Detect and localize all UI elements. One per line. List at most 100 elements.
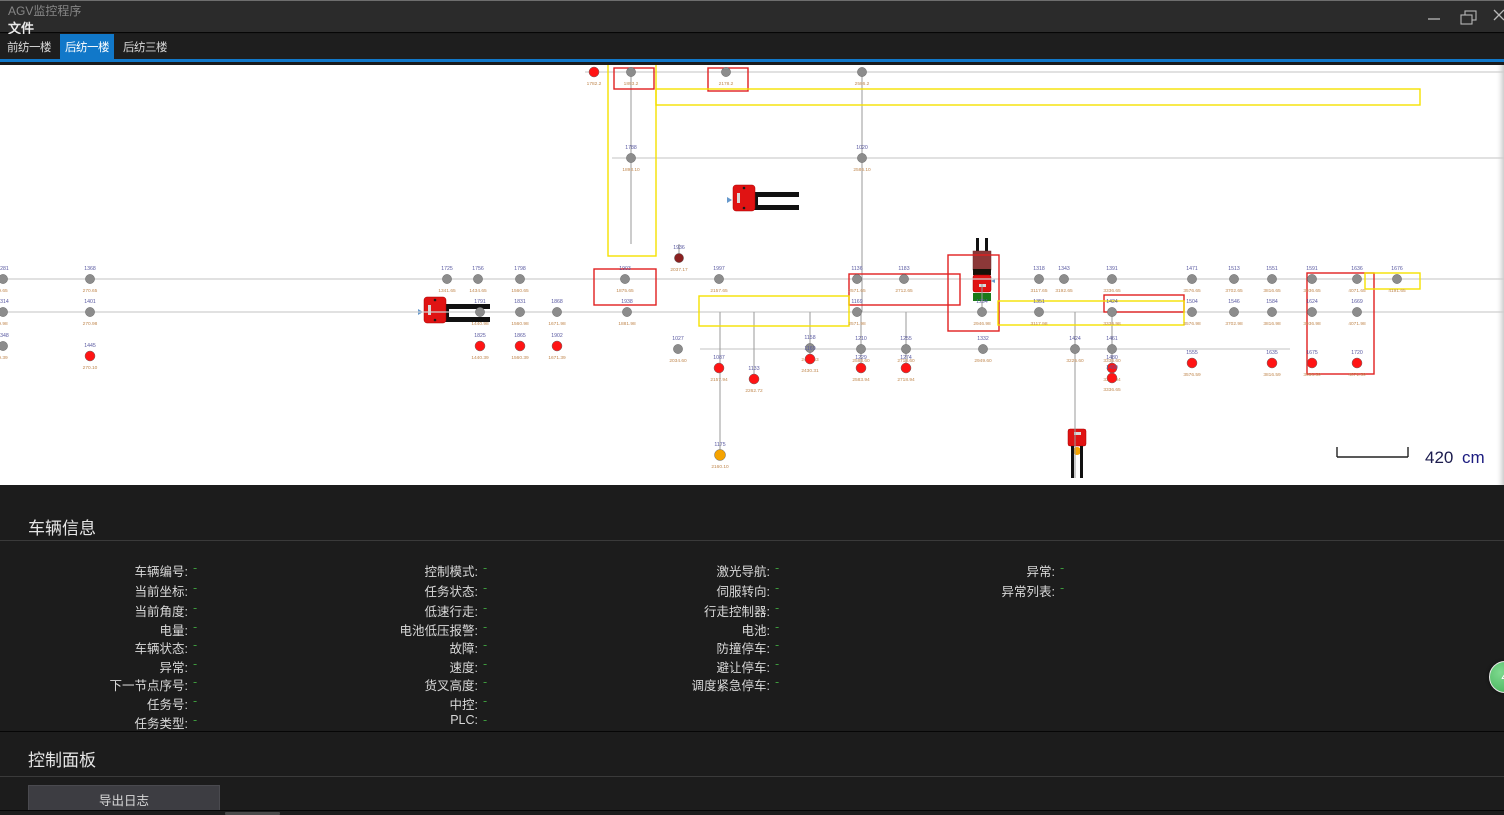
svg-text:1868: 1868 [551, 299, 563, 305]
svg-text:1893.10: 1893.10 [622, 167, 640, 173]
svg-text:1343: 1343 [1058, 266, 1070, 272]
svg-text:1669: 1669 [1351, 299, 1363, 305]
svg-text:9.65: 9.65 [0, 288, 8, 294]
svg-text:3336.60: 3336.60 [1103, 358, 1121, 364]
svg-text:9.39: 9.39 [0, 355, 8, 361]
svg-text:2586.10: 2586.10 [853, 167, 871, 173]
svg-text:1020: 1020 [856, 145, 868, 151]
svg-text:1183: 1183 [898, 266, 909, 272]
svg-text:3576.59: 3576.59 [1183, 372, 1201, 378]
svg-text:2157.94: 2157.94 [710, 377, 728, 383]
svg-text:1671.39: 1671.39 [548, 355, 566, 361]
svg-text:1440.39: 1440.39 [471, 355, 489, 361]
svg-text:1560.65: 1560.65 [511, 288, 529, 294]
svg-text:1881.98: 1881.98 [618, 321, 636, 327]
svg-text:3936.65: 3936.65 [1303, 288, 1321, 294]
svg-text:3336.65: 3336.65 [1103, 288, 1121, 294]
svg-text:3702.65: 3702.65 [1225, 288, 1243, 294]
svg-text:1936: 1936 [673, 245, 685, 251]
svg-text:2571.98: 2571.98 [848, 321, 866, 327]
svg-text:1294: 1294 [976, 299, 988, 305]
svg-text:1791: 1791 [474, 299, 486, 305]
svg-text:1720: 1720 [1351, 350, 1363, 356]
svg-text:3225.60: 3225.60 [1066, 358, 1084, 364]
svg-text:2571.65: 2571.65 [848, 288, 866, 294]
svg-text:1725: 1725 [441, 266, 453, 272]
svg-text:1175: 1175 [714, 442, 725, 448]
svg-text:1635: 1635 [1266, 350, 1278, 356]
svg-text:1938: 1938 [621, 299, 633, 305]
svg-text:1893.2: 1893.2 [624, 81, 639, 87]
svg-text:2712.65: 2712.65 [895, 288, 913, 294]
svg-text:4191.65: 4191.65 [1388, 288, 1406, 294]
svg-text:1513: 1513 [1228, 266, 1240, 272]
svg-text:1341.65: 1341.65 [438, 288, 456, 294]
svg-text:1274: 1274 [900, 355, 912, 361]
svg-text:3936.98: 3936.98 [1303, 321, 1321, 327]
svg-text:2586.2: 2586.2 [855, 81, 870, 87]
svg-text:2949.60: 2949.60 [974, 358, 992, 364]
svg-text:2160.10: 2160.10 [711, 464, 729, 470]
svg-text:1875.65: 1875.65 [616, 288, 634, 294]
svg-text:1490: 1490 [1106, 365, 1118, 371]
svg-text:1865: 1865 [514, 333, 526, 339]
svg-text:1169: 1169 [851, 299, 862, 305]
svg-text:2262.72: 2262.72 [745, 388, 763, 394]
svg-text:1504: 1504 [1186, 299, 1198, 305]
svg-text:cm: cm [1462, 448, 1485, 467]
svg-text:1434.65: 1434.65 [469, 288, 487, 294]
svg-text:1902: 1902 [551, 333, 563, 339]
svg-text:1133: 1133 [748, 366, 759, 372]
svg-text:1624: 1624 [1306, 299, 1318, 305]
svg-text:1255: 1255 [900, 336, 912, 342]
svg-text:1368: 1368 [84, 266, 96, 272]
svg-text:3336.98: 3336.98 [1103, 321, 1121, 327]
svg-text:1997: 1997 [713, 266, 725, 272]
svg-text:1825: 1825 [474, 333, 486, 339]
svg-text:2946.98: 2946.98 [973, 321, 991, 327]
svg-text:2037.17: 2037.17 [670, 267, 688, 273]
svg-text:3192.65: 3192.65 [1055, 288, 1073, 294]
svg-text:1391: 1391 [1106, 266, 1118, 272]
svg-text:3117.65: 3117.65 [1031, 288, 1048, 294]
svg-text:1351: 1351 [1033, 299, 1045, 305]
svg-text:1461: 1461 [1106, 336, 1118, 342]
svg-text:3702.98: 3702.98 [1225, 321, 1243, 327]
svg-text:1798: 1798 [514, 266, 526, 272]
svg-text:1401: 1401 [84, 299, 96, 305]
svg-text:3816.65: 3816.65 [1263, 288, 1281, 294]
svg-text:1560.39: 1560.39 [511, 355, 529, 361]
svg-text:2718.94: 2718.94 [897, 377, 915, 383]
svg-text:1560.98: 1560.98 [511, 321, 529, 327]
svg-text:2178.2: 2178.2 [719, 81, 734, 87]
svg-text:1318: 1318 [1033, 266, 1045, 272]
svg-text:3816.98: 3816.98 [1263, 321, 1281, 327]
svg-text:1229: 1229 [855, 355, 867, 361]
svg-text:1584: 1584 [1266, 299, 1278, 305]
svg-text:1281: 1281 [0, 266, 9, 272]
svg-text:4071.65: 4071.65 [1348, 288, 1366, 294]
svg-text:270.10: 270.10 [83, 365, 98, 371]
svg-text:1676: 1676 [1391, 266, 1403, 272]
svg-text:3336.65: 3336.65 [1103, 387, 1121, 393]
svg-text:9.98: 9.98 [0, 321, 8, 327]
svg-text:3576.65: 3576.65 [1183, 288, 1201, 294]
svg-text:2034.60: 2034.60 [669, 358, 687, 364]
svg-text:2583.94: 2583.94 [852, 377, 870, 383]
svg-text:2157.65: 2157.65 [710, 288, 728, 294]
svg-text:270.65: 270.65 [83, 288, 98, 294]
svg-text:2430.31: 2430.31 [801, 368, 819, 374]
svg-text:270.98: 270.98 [83, 321, 98, 327]
svg-text:1424: 1424 [1069, 336, 1081, 342]
svg-text:1136: 1136 [851, 266, 862, 272]
svg-text:1424: 1424 [1106, 299, 1118, 305]
svg-text:4071.59: 4071.59 [1348, 372, 1366, 378]
svg-text:3117.98: 3117.98 [1031, 321, 1048, 327]
svg-text:1087: 1087 [713, 355, 725, 361]
svg-text:4071.98: 4071.98 [1348, 321, 1366, 327]
svg-text:1471: 1471 [1186, 266, 1198, 272]
svg-text:3576.98: 3576.98 [1183, 321, 1201, 327]
svg-text:1788: 1788 [625, 145, 637, 151]
svg-text:1671.98: 1671.98 [548, 321, 566, 327]
svg-text:3816.59: 3816.59 [1263, 372, 1281, 378]
